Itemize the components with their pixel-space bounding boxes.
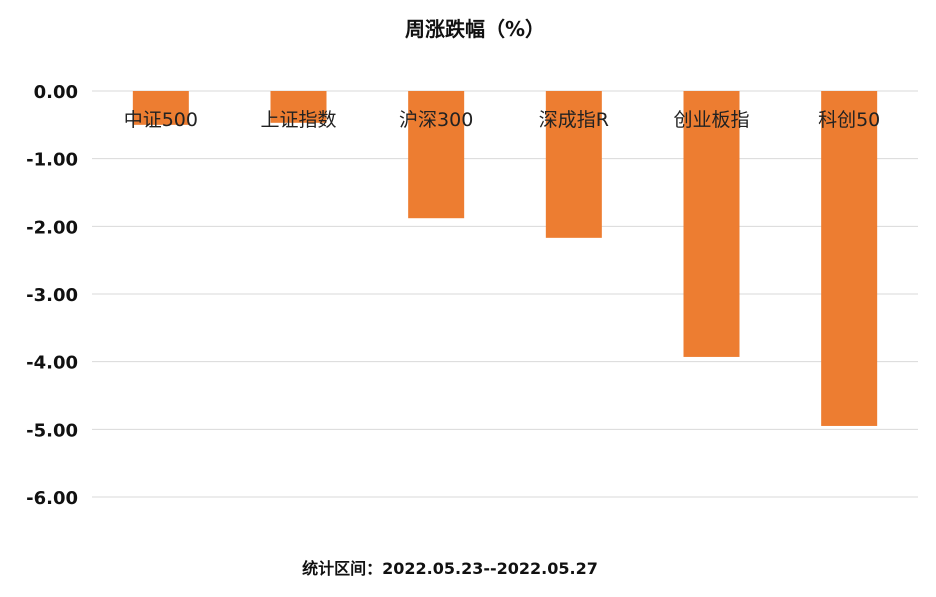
x-category-label: 创业板指 bbox=[673, 109, 749, 131]
x-category-label: 科创50 bbox=[818, 109, 880, 131]
y-tick-label: -3.00 bbox=[26, 285, 78, 306]
bar bbox=[545, 91, 602, 238]
bar bbox=[683, 91, 740, 357]
y-tick-label: 0.00 bbox=[34, 82, 78, 103]
x-category-label: 深成指R bbox=[539, 109, 609, 131]
y-tick-label: -2.00 bbox=[26, 217, 78, 238]
bar bbox=[408, 91, 465, 219]
y-tick-label: -4.00 bbox=[26, 353, 78, 374]
y-tick-label: -5.00 bbox=[26, 420, 78, 441]
x-category-label: 上证指数 bbox=[260, 109, 336, 131]
category-labels: 中证500 上证指数 沪深300 深成指R 创业板指 科创50 bbox=[124, 109, 881, 131]
y-tick-label: -6.00 bbox=[26, 488, 78, 509]
bar bbox=[270, 91, 327, 123]
y-tick-label: -1.00 bbox=[26, 150, 78, 171]
footnote: 统计区间：2022.05.23--2022.05.27 bbox=[302, 559, 598, 578]
y-axis-ticks: 0.00 -1.00 -2.00 -3.00 -4.00 -5.00 -6.00 bbox=[26, 82, 78, 509]
x-category-label: 中证500 bbox=[124, 109, 198, 131]
bar bbox=[821, 91, 878, 426]
x-category-label: 沪深300 bbox=[399, 109, 473, 131]
bar bbox=[132, 91, 189, 125]
bars bbox=[132, 91, 878, 426]
gridlines bbox=[92, 90, 918, 498]
chart-title: 周涨跌幅（%） bbox=[405, 17, 545, 41]
